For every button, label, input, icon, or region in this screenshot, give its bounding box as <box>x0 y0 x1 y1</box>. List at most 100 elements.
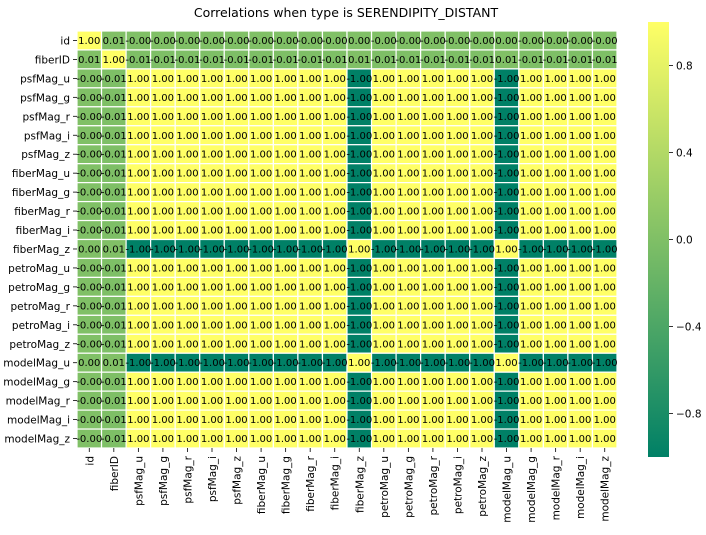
x-tick-label: psfMag_z <box>232 456 244 505</box>
cell-value-label: 1.00 <box>225 188 247 199</box>
cell-value-label: -1.00 <box>494 320 520 331</box>
cell-value-label: -1.00 <box>494 226 520 237</box>
cell-value-label: 1.00 <box>594 150 616 161</box>
cell-value-label: 1.00 <box>225 112 247 123</box>
cell-value-label: 1.00 <box>594 339 616 350</box>
cell-value-label: 1.00 <box>594 226 616 237</box>
colorbar-tick-label: 0.8 <box>676 61 693 73</box>
cell-value-label: 1.00 <box>201 112 223 123</box>
cell-value-label: 1.00 <box>176 93 198 104</box>
cell-value-label: -0.00 <box>224 36 250 47</box>
cell-value-label: 1.00 <box>471 396 493 407</box>
x-tick-label: modelMag_u <box>502 456 514 523</box>
cell-value-label: -0.01 <box>101 415 127 426</box>
cell-value-label: 1.00 <box>373 207 395 218</box>
cell-value-label: 1.00 <box>299 93 321 104</box>
cell-value-label: 1.00 <box>594 263 616 274</box>
cell-value-label: 1.00 <box>299 415 321 426</box>
cell-value-label: 0.00 <box>348 36 370 47</box>
cell-value-label: -1.00 <box>346 377 372 388</box>
cell-value-label: -0.01 <box>101 226 127 237</box>
cell-value-label: 1.00 <box>569 377 591 388</box>
cell-value-label: 1.00 <box>446 150 468 161</box>
cell-value-label: 1.00 <box>520 188 542 199</box>
cell-value-label: -1.00 <box>494 339 520 350</box>
cell-value-label: 1.00 <box>471 112 493 123</box>
colorbar: 0.8 0.4 0.0 −0.4 −0.8 <box>648 22 702 457</box>
cell-value-label: -0.00 <box>76 74 102 85</box>
cell-value-label: -1.00 <box>175 244 201 255</box>
cell-value-label: 1.00 <box>520 93 542 104</box>
cell-value-label: 1.00 <box>594 282 616 293</box>
y-tick-label: fiberID <box>35 54 70 66</box>
cell-value-label: 1.00 <box>422 396 444 407</box>
heatmap-cells <box>76 30 618 449</box>
cell-value-label: 1.00 <box>201 377 223 388</box>
cell-value-label: -0.00 <box>592 36 618 47</box>
cell-value-label: -1.00 <box>395 244 421 255</box>
cell-value-label: 1.00 <box>152 282 174 293</box>
cell-value-label: 1.00 <box>471 188 493 199</box>
x-tick-label: petroMag_u <box>379 456 391 518</box>
cell-value-label: -0.01 <box>101 377 127 388</box>
cell-value-label: 1.00 <box>127 226 149 237</box>
cell-value-label: 1.00 <box>275 226 297 237</box>
cell-value-label: 1.00 <box>250 396 272 407</box>
cell-value-label: -1.00 <box>543 358 569 369</box>
cell-value-label: -1.00 <box>125 358 151 369</box>
cell-value-label: -0.00 <box>76 112 102 123</box>
cell-value-label: 1.00 <box>373 339 395 350</box>
cell-value-label: 1.00 <box>152 263 174 274</box>
cell-value-label: 1.00 <box>373 131 395 142</box>
cell-value-label: 1.00 <box>397 434 419 445</box>
cell-value-label: 1.00 <box>495 358 517 369</box>
cell-value-label: 1.00 <box>152 339 174 350</box>
cell-value-label: -0.00 <box>248 36 274 47</box>
cell-value-label: 1.00 <box>471 434 493 445</box>
cell-value-label: -1.00 <box>494 93 520 104</box>
cell-value-label: -0.00 <box>371 36 397 47</box>
cell-value-label: -0.00 <box>76 150 102 161</box>
cell-value-label: -0.01 <box>518 55 544 66</box>
cell-value-label: -1.00 <box>248 244 274 255</box>
cell-value-label: 1.00 <box>201 320 223 331</box>
cell-value-label: 1.00 <box>594 169 616 180</box>
cell-value-label: 1.00 <box>422 301 444 312</box>
cell-value-label: 1.00 <box>250 320 272 331</box>
cell-value-label: -1.00 <box>395 358 421 369</box>
cell-value-label: 1.00 <box>373 377 395 388</box>
cell-value-label: 1.00 <box>152 434 174 445</box>
cell-value-label: 1.00 <box>225 415 247 426</box>
cell-value-label: 1.00 <box>373 150 395 161</box>
y-tick-label: petroMag_g <box>8 282 70 294</box>
cell-value-label: 1.00 <box>520 396 542 407</box>
cell-value-label: 1.00 <box>250 377 272 388</box>
cell-value-label: 1.00 <box>152 188 174 199</box>
cell-value-label: 0.00 <box>495 36 517 47</box>
y-tick-label: fiberMag_r <box>14 206 70 218</box>
cell-value-label: 1.00 <box>324 434 346 445</box>
cell-value-label: -0.01 <box>224 55 250 66</box>
cell-value-label: -1.00 <box>346 131 372 142</box>
cell-value-label: 1.00 <box>520 434 542 445</box>
cell-value-label: 1.00 <box>201 207 223 218</box>
cell-value-label: 1.00 <box>471 74 493 85</box>
cell-value-label: 1.00 <box>594 377 616 388</box>
heatmap-cell-labels: 1.00 0.01 -0.00-0.00-0.00-0.00-0.00-0.00-0… <box>76 36 617 445</box>
y-tick-label: modelMag_g <box>3 377 70 389</box>
y-tick-label: petroMag_z <box>9 339 70 351</box>
x-tick-label: petroMag_r <box>428 455 440 515</box>
cell-value-label: -0.01 <box>175 55 201 66</box>
cell-value-label: 1.00 <box>299 301 321 312</box>
cell-value-label: 1.00 <box>594 112 616 123</box>
cell-value-label: 1.00 <box>225 320 247 331</box>
cell-value-label: -1.00 <box>175 358 201 369</box>
cell-value-label: 1.00 <box>569 169 591 180</box>
cell-value-label: 1.00 <box>152 150 174 161</box>
cell-value-label: 1.00 <box>569 396 591 407</box>
cell-value-label: 1.00 <box>520 301 542 312</box>
cell-value-label: 1.00 <box>201 150 223 161</box>
y-tick-label: psfMag_r <box>22 111 70 123</box>
cell-value-label: 1.00 <box>520 74 542 85</box>
